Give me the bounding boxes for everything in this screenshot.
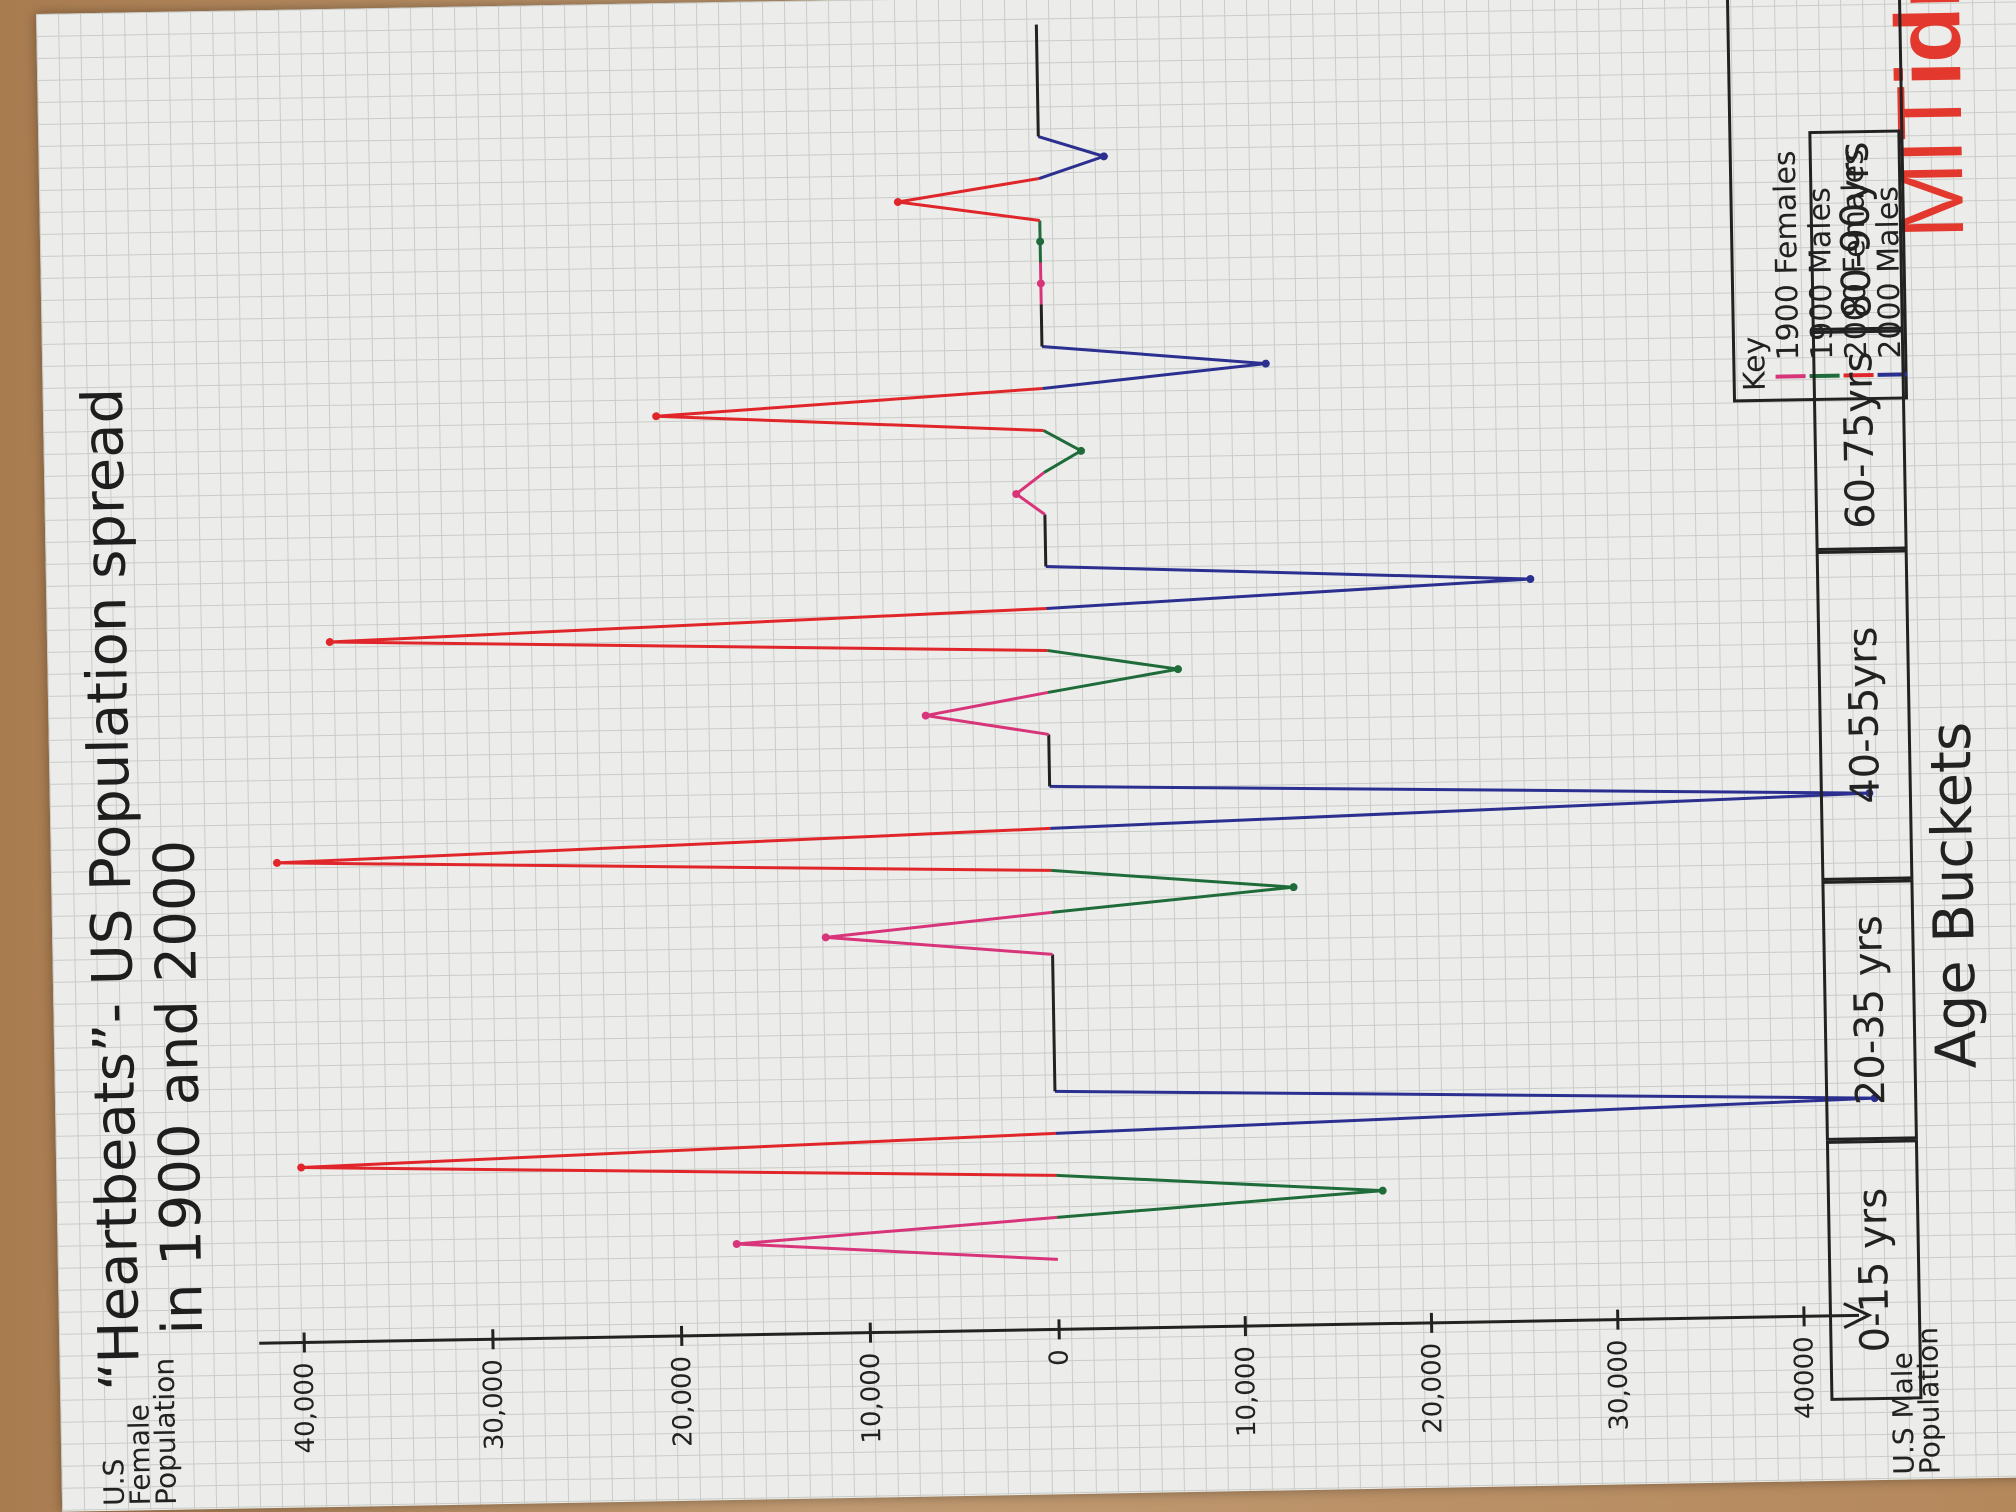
data-point (297, 1163, 306, 1172)
baseline-segment (1047, 734, 1052, 787)
y-tick-label: 40000 (1789, 1336, 1820, 1419)
series-spike-1900-males (1047, 648, 1179, 694)
series-spike-2000-females (656, 386, 1044, 432)
data-point (1036, 279, 1045, 288)
data-point (1378, 1186, 1387, 1195)
bucket-0-15: 0-15 yrs (1825, 1139, 1923, 1401)
plot-area: 40,000 30,000 20,000 10,000 0 10,000 20,000 30,… (259, 24, 1879, 1454)
series-spike-2000-females (329, 606, 1048, 652)
chart-canvas: “Heartbeats”- US Population spread in 19… (36, 0, 2016, 1512)
baseline-segment (1051, 954, 1057, 1092)
baseline-segment (1043, 514, 1048, 567)
series-spike-1900-females (925, 690, 1049, 736)
x-axis-label: Age Buckets (1918, 721, 1990, 1070)
series-spike-2000-males (1041, 344, 1266, 390)
y-tick-label: 10,000 (856, 1352, 888, 1443)
data-point (1865, 789, 1874, 798)
series-spike-2000-females (276, 826, 1052, 872)
y-tick-label: 30,000 (1603, 1339, 1635, 1430)
bucket-40-55: 40-55yrs (1815, 549, 1914, 881)
bucket-60-75: 60-75yrs (1811, 329, 1908, 552)
series-spike-2000-males (1045, 564, 1531, 610)
data-point (652, 412, 661, 421)
series-spike-1900-females (736, 1215, 1058, 1261)
series-spike-2000-females (897, 177, 1040, 223)
y-tick-label: 40,000 (290, 1362, 322, 1453)
y-tick-label: 20,000 (667, 1356, 699, 1447)
data-point (325, 637, 334, 646)
data-point (1526, 575, 1535, 584)
data-point (1099, 152, 1108, 161)
y-tick-label: 10,000 (1231, 1346, 1263, 1437)
data-point (1289, 883, 1298, 892)
series-spike-2000-males (1054, 1089, 1875, 1135)
data-point (1261, 359, 1270, 368)
data-point (1173, 665, 1182, 674)
baseline-segment (1034, 24, 1040, 137)
data-point (921, 711, 930, 720)
data-point (1012, 489, 1021, 498)
series-spike-1900-males (1050, 868, 1294, 914)
y-axis-arrow (1843, 1302, 1873, 1329)
series-spike-1900-males (1042, 429, 1085, 474)
data-point (1036, 237, 1045, 246)
series-spike-1900-males (1056, 1173, 1383, 1219)
series-spike-1900-females (825, 910, 1053, 956)
series-spike-2000-males (1037, 135, 1109, 180)
y-tick-label: 0 (1044, 1349, 1074, 1366)
bucket-20-35: 20-35 yrs (1821, 879, 1918, 1141)
y-tick-label: 30,000 (478, 1359, 510, 1450)
baseline-segment (1039, 304, 1044, 347)
y-tick-label: 20,000 (1417, 1343, 1449, 1434)
data-point (821, 933, 830, 942)
series-spike-2000-females (301, 1131, 1057, 1177)
series-spike-2000-males (1049, 784, 1870, 830)
data-point (272, 858, 281, 867)
graph-paper: “Heartbeats”- US Population spread in 19… (36, 0, 2016, 1512)
data-point (1870, 1094, 1879, 1103)
data-point (893, 197, 902, 206)
data-point (1077, 446, 1086, 455)
data-point (732, 1239, 741, 1248)
bucket-80-90: 80-90yrs (1808, 129, 1904, 332)
